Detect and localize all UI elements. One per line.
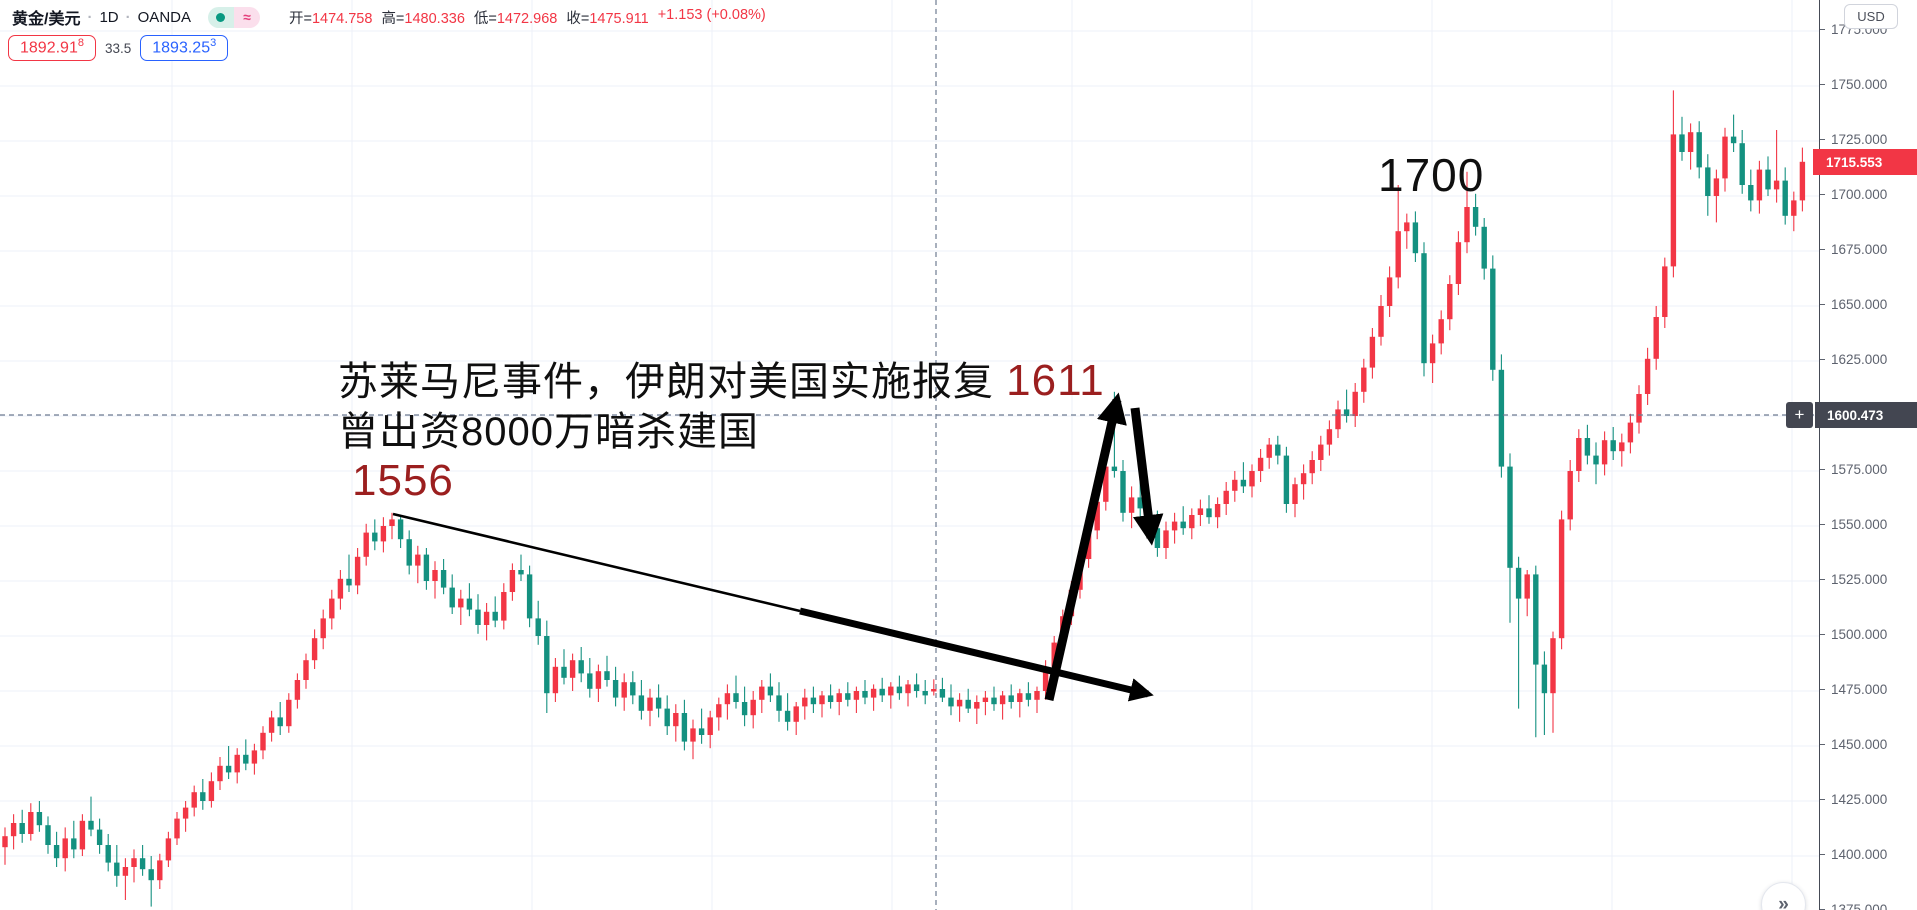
candles-layer <box>2 90 1806 907</box>
crosshair-price-group: + 1600.473 <box>1786 402 1917 428</box>
axis-tick <box>1820 688 1825 691</box>
change-value: +1.153 (+0.08%) <box>657 6 766 23</box>
exchange-name[interactable]: OANDA <box>137 8 191 26</box>
crosshair-price-value: 1600.473 <box>1827 407 1884 423</box>
last-price-value: 1715.553 <box>1826 154 1883 170</box>
buy-ask-button[interactable]: 1893.253 <box>140 35 229 62</box>
chart-canvas[interactable]: 苏莱马尼事件，伊朗对美国实施报复 1611 曾出资8000万暗杀建国 1556 … <box>0 0 1819 910</box>
price-note-1700[interactable]: 1700 <box>1378 148 1484 202</box>
market-open-pill[interactable] <box>207 6 234 28</box>
price-note-1611: 1611 <box>1006 356 1105 405</box>
axis-tick <box>1820 83 1825 86</box>
bid-sup-digit: 8 <box>77 37 84 49</box>
trendline-thin <box>392 512 801 613</box>
axis-tick <box>1820 303 1825 306</box>
axis-price-label: 1500.000 <box>1820 627 1917 642</box>
grid-lines <box>0 0 1819 910</box>
annotation-event-text2: 曾出资8000万暗杀建国 <box>338 410 759 454</box>
price-note-1556-value: 1556 <box>352 456 454 505</box>
axis-price-label: 1550.000 <box>1820 517 1917 532</box>
axis-tick <box>1820 193 1825 196</box>
market-status-pills[interactable]: ≈ <box>207 6 260 28</box>
crosshair-lines <box>0 0 1819 910</box>
bid-price: 1892.91 <box>20 39 78 57</box>
sell-bid-button[interactable]: 1892.918 <box>8 35 96 62</box>
axis-price-label: 1375.000 <box>1820 902 1917 910</box>
axis-price-label: 1750.000 <box>1820 77 1917 92</box>
approx-wave-icon: ≈ <box>243 9 251 25</box>
currency-unit-button[interactable]: USD <box>1844 4 1898 29</box>
quote-row: 1892.918 33.5 1893.253 <box>8 35 229 62</box>
delayed-data-pill[interactable]: ≈ <box>233 6 260 28</box>
axis-price-label: 1725.000 <box>1820 132 1917 147</box>
timeframe[interactable]: 1D <box>99 8 119 26</box>
chart-legend: 黄金/美元 · 1D · OANDA ≈ 开=1474.758 高=1480.3… <box>12 5 766 29</box>
price-note-1700-value: 1700 <box>1378 149 1485 201</box>
axis-tick <box>1820 523 1825 526</box>
annotation-event-text: 苏莱马尼事件，伊朗对美国实施报复 <box>338 360 994 404</box>
separator-dot: · <box>125 8 131 26</box>
annotation-text-line1[interactable]: 苏莱马尼事件，伊朗对美国实施报复 1611 <box>338 349 1105 407</box>
axis-tick <box>1820 358 1825 361</box>
drawing-arrows[interactable] <box>392 392 1164 702</box>
ask-price: 1893.25 <box>152 39 211 57</box>
axis-price-label: 1425.000 <box>1820 792 1917 807</box>
axis-tick <box>1820 248 1825 251</box>
ohlc-values: 开=1474.758 高=1480.336 低=1472.968 收=1475.… <box>289 7 766 28</box>
candlestick-chart[interactable] <box>0 0 1819 910</box>
add-alert-plus-button[interactable]: + <box>1786 402 1813 428</box>
spread-value: 33.5 <box>104 40 132 56</box>
axis-price-label: 1650.000 <box>1820 297 1917 312</box>
axis-tick <box>1820 138 1825 141</box>
axis-price-label: 1450.000 <box>1820 737 1917 752</box>
axis-tick <box>1820 853 1825 856</box>
ohlc-close: 收=1475.911 <box>566 10 649 27</box>
annotation-text-line2[interactable]: 曾出资8000万暗杀建国 <box>338 399 759 457</box>
axis-tick <box>1820 743 1825 746</box>
symbol-title[interactable]: 黄金/美元 <box>12 11 81 28</box>
price-note-1556[interactable]: 1556 <box>352 456 454 506</box>
axis-price-label: 1575.000 <box>1820 462 1917 477</box>
axis-tick <box>1820 633 1825 636</box>
price-axis[interactable]: 1775.000 1750.000 1725.000 1700.000 1675.000… <box>1819 0 1917 910</box>
axis-tick <box>1820 798 1825 801</box>
ask-sup-digit: 3 <box>210 37 217 49</box>
down-arrow <box>1130 407 1164 546</box>
axis-price-label: 1675.000 <box>1820 242 1917 257</box>
axis-tick <box>1820 28 1825 31</box>
axis-tick <box>1820 908 1825 910</box>
ohlc-low: 低=1472.968 <box>473 10 558 27</box>
trendline-arrow <box>799 607 1154 702</box>
axis-price-label: 1625.000 <box>1820 352 1917 367</box>
last-price-label: 1715.553 <box>1813 149 1917 175</box>
up-arrow <box>1044 392 1127 701</box>
ohlc-open: 开=1474.758 <box>288 10 373 27</box>
separator-dot: · <box>87 8 93 26</box>
market-open-dot-icon <box>216 12 226 22</box>
axis-tick <box>1820 578 1825 581</box>
crosshair-price-label: 1600.473 <box>1815 402 1917 428</box>
axis-price-label: 1400.000 <box>1820 847 1917 862</box>
axis-tick <box>1820 468 1825 471</box>
axis-price-label: 1700.000 <box>1820 187 1917 202</box>
ohlc-high: 高=1480.336 <box>381 10 465 27</box>
axis-price-label: 1525.000 <box>1820 572 1917 587</box>
axis-price-label: 1475.000 <box>1820 682 1917 697</box>
